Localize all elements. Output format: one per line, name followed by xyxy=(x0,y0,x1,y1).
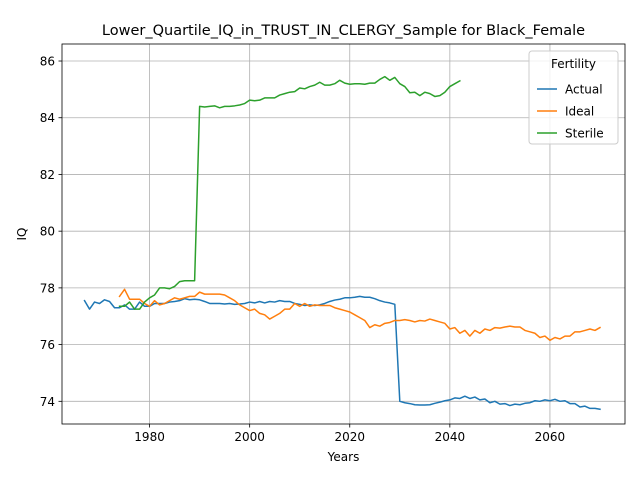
legend-title: Fertility xyxy=(551,57,596,71)
legend-label-ideal: Ideal xyxy=(565,105,594,119)
x-tick-label: 2000 xyxy=(234,430,265,444)
series-line-ideal xyxy=(118,288,602,342)
series-line-actual xyxy=(83,295,601,411)
axis-ticks: 1980 2000 2020 2040 2060 74 76 78 80 82 84 86 xyxy=(40,55,565,444)
y-tick-label: 74 xyxy=(40,395,55,409)
series-group xyxy=(83,75,602,411)
legend: Fertility Actual Ideal Sterile xyxy=(528,50,619,145)
series-line-sterile xyxy=(118,75,461,310)
x-tick-label: 2020 xyxy=(334,430,365,444)
y-tick-label: 86 xyxy=(40,55,55,69)
x-tick-label: 2040 xyxy=(435,430,466,444)
y-tick-label: 84 xyxy=(40,111,55,125)
x-tick-label: 1980 xyxy=(134,430,165,444)
legend-box xyxy=(528,50,619,145)
y-axis-label: IQ xyxy=(15,228,29,241)
y-tick-label: 76 xyxy=(40,338,55,352)
y-tick-label: 82 xyxy=(40,168,55,182)
legend-label-actual: Actual xyxy=(565,83,603,97)
y-tick-label: 80 xyxy=(40,225,55,239)
legend-label-sterile: Sterile xyxy=(565,127,604,141)
x-tick-label: 2060 xyxy=(535,430,566,444)
x-axis-label: Years xyxy=(327,450,360,464)
y-tick-label: 78 xyxy=(40,281,55,295)
plot-frame xyxy=(61,43,626,425)
chart-title: Lower_Quartile_IQ_in_TRUST_IN_CLERGY_Sam… xyxy=(102,23,585,39)
